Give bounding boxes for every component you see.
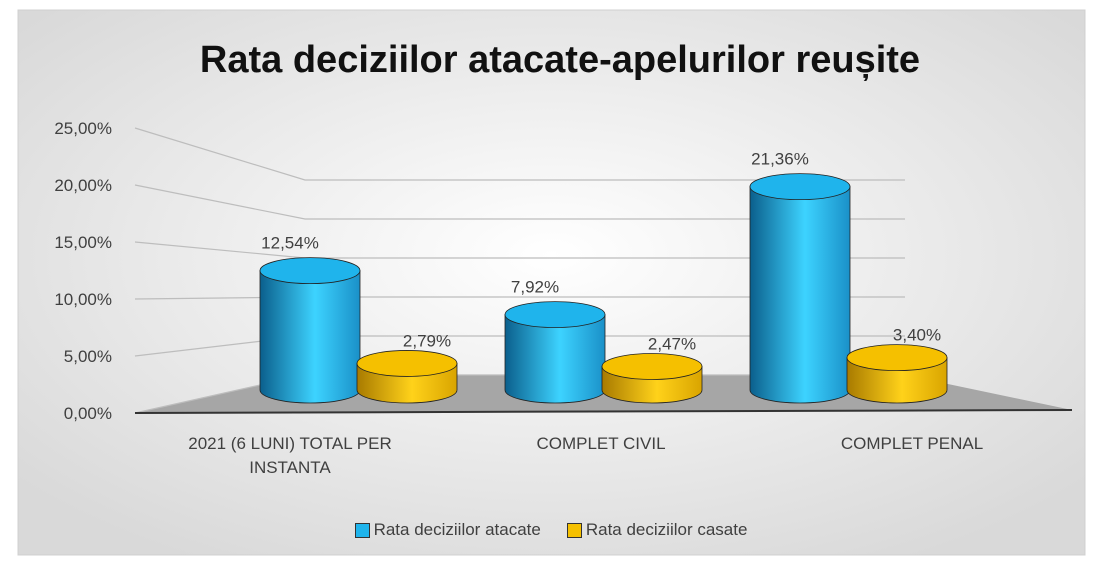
legend-label: Rata deciziilor casate (585, 520, 748, 539)
bar (749, 173, 851, 404)
legend-swatch (354, 522, 370, 538)
bar-body (259, 270, 361, 404)
y-tick-label: 10,00% (54, 290, 112, 309)
y-tick-label: 5,00% (64, 347, 112, 366)
data-label: 21,36% (751, 150, 809, 169)
x-tick-label: COMPLET CIVIL (536, 434, 666, 453)
bar-top (259, 257, 361, 285)
plot-background (17, 9, 1086, 556)
bar-top (601, 353, 703, 380)
y-tick-label: 20,00% (54, 176, 112, 195)
bar-body (504, 314, 606, 404)
bar-body (749, 186, 851, 404)
x-tick-label: 2021 (6 LUNI) TOTAL PER INSTANTA (188, 434, 392, 477)
bar (504, 301, 606, 404)
bar (259, 257, 361, 404)
y-tick-label: 0,00% (64, 404, 112, 423)
bar-top (356, 350, 458, 377)
bar (846, 344, 948, 404)
grid-line (134, 127, 905, 181)
grid-line (134, 184, 905, 220)
y-tick-label: 15,00% (54, 233, 112, 252)
legend-swatch (566, 522, 582, 538)
data-label: 3,40% (893, 326, 941, 345)
bar (356, 350, 458, 404)
x-axis (134, 409, 1073, 414)
y-tick-label: 25,00% (54, 119, 112, 138)
legend: Rata deciziilor atacate Rata deciziilor c… (0, 520, 1102, 540)
data-label: 2,79% (403, 331, 451, 350)
legend-item: Rata deciziilor casate (566, 520, 748, 540)
bar-top (749, 173, 851, 201)
data-label: 7,92% (511, 278, 559, 297)
data-label: 2,47% (648, 334, 696, 353)
legend-label: Rata deciziilor atacate (373, 520, 541, 539)
bar-top (504, 301, 606, 329)
bar (601, 353, 703, 404)
bar-top (846, 344, 948, 372)
chart-title: Rata deciziilor atacate-apelurilor reuși… (200, 39, 920, 81)
data-label: 12,54% (261, 234, 319, 253)
x-tick-label: COMPLET PENAL (840, 434, 984, 453)
legend-item: Rata deciziilor atacate (354, 520, 541, 540)
